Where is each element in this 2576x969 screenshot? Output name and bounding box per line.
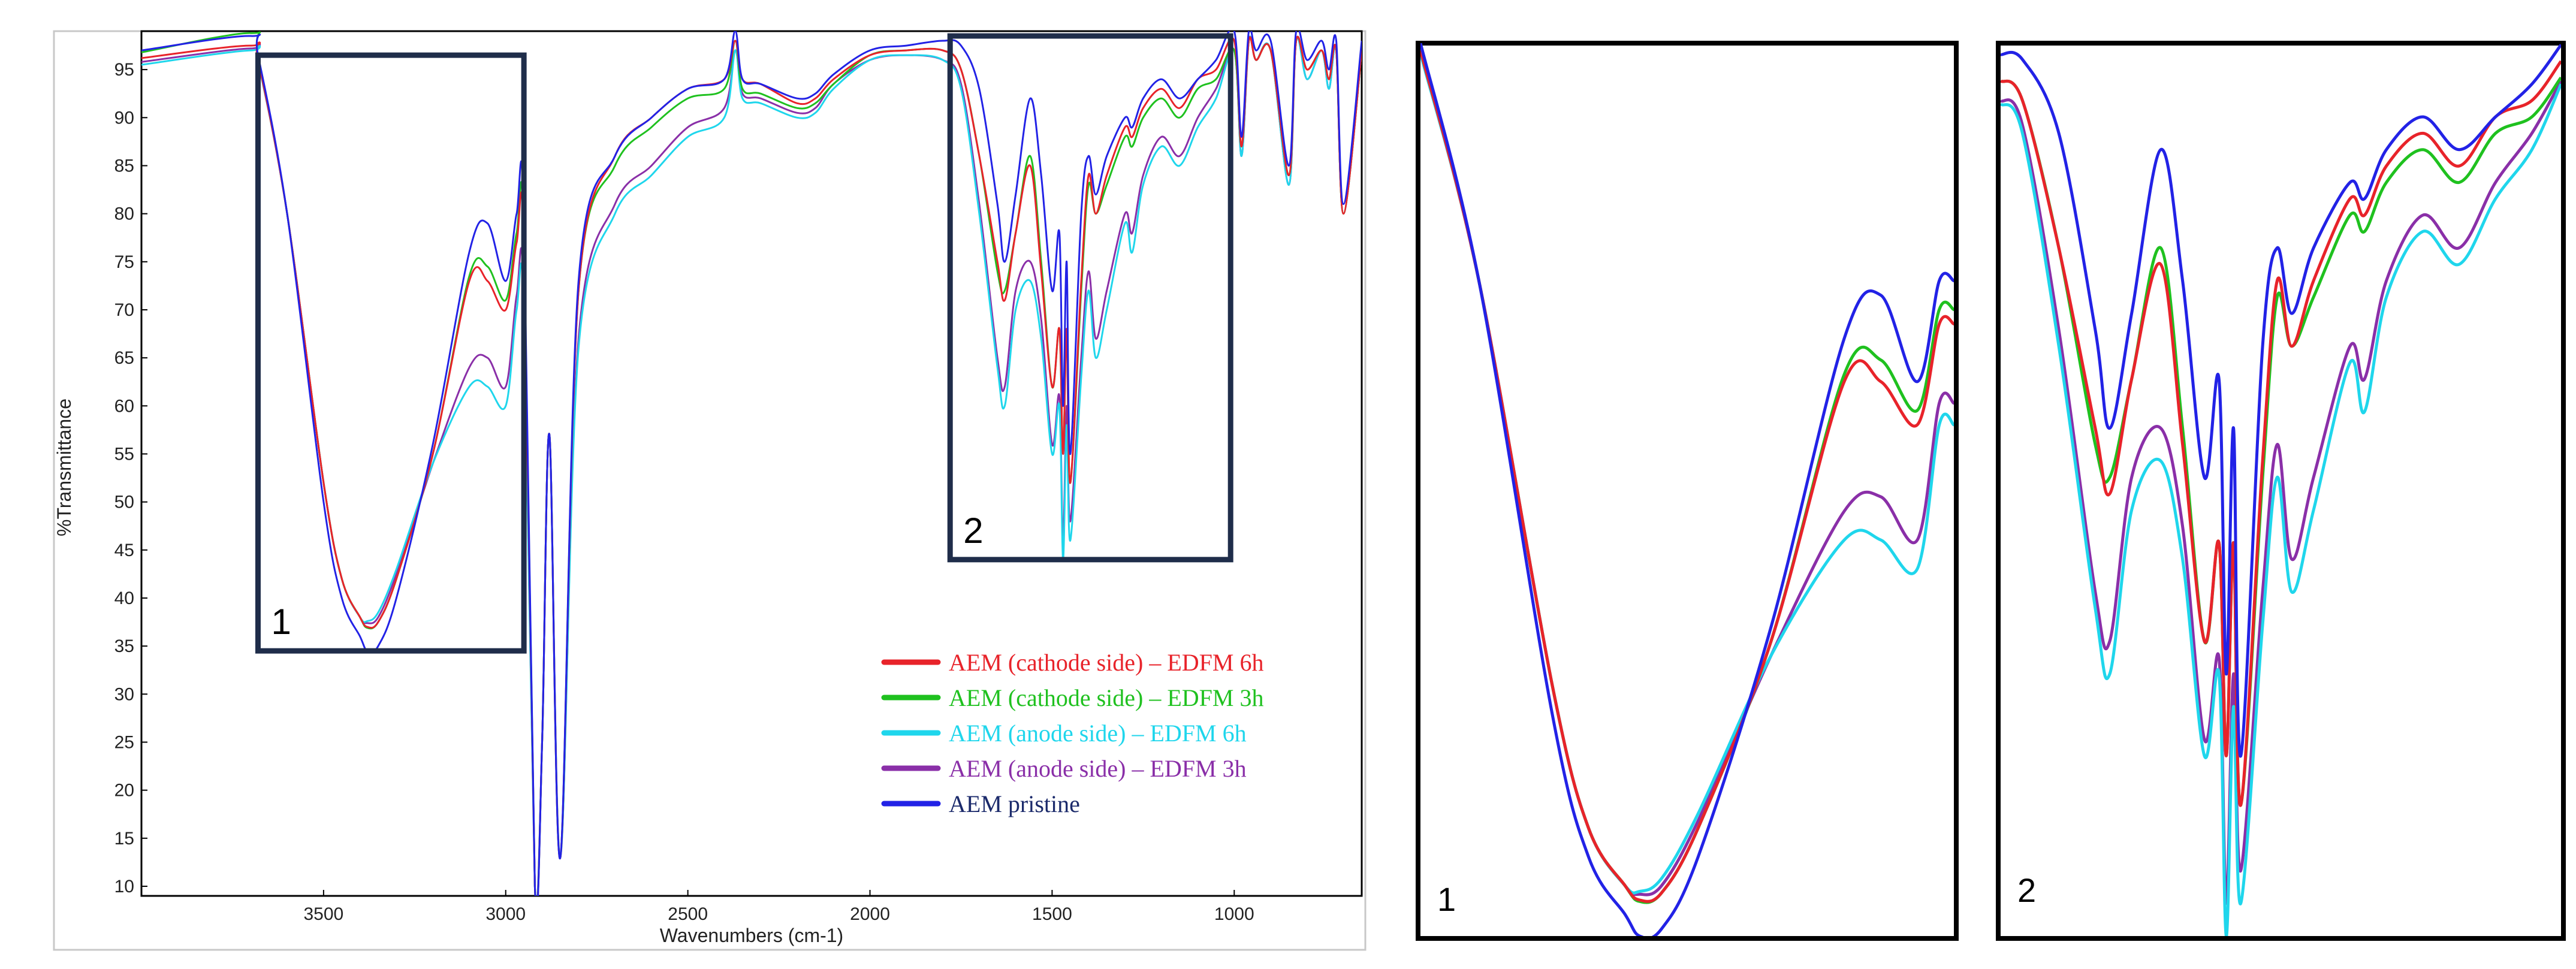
zoom-box-label-2: 2 [963,511,983,551]
zoom-box-label-1: 1 [271,602,291,642]
x-tick-label: 1500 [1032,904,1072,924]
y-tick-label: 15 [114,829,134,849]
x-tick-label: 1000 [1214,904,1254,924]
zoom-series-line-4 [2001,44,2561,757]
zoom-panel-2-series [2001,44,2561,936]
y-tick-label: 85 [114,156,134,176]
y-tick-label: 90 [114,108,134,128]
y-tick-label: 60 [114,396,134,416]
legend-entry: AEM (cathode side) – EDFM 3h [949,684,1263,711]
zoom-boxes: 12 [255,33,1233,654]
main-plot-area [140,30,1363,897]
y-tick-label: 40 [114,588,134,608]
y-ticks: 10 15 20 25 30 35 40 45 50 55 60 65 70 75 80 85 90 95 [114,60,147,896]
y-tick-label: 80 [114,204,134,224]
legend-entry: AEM (anode side) – EDFM 6h [949,720,1247,747]
y-tick-label: 55 [114,444,134,464]
y-tick-label: 10 [114,877,134,896]
y-axis-label: %Transmittance [53,399,75,536]
legend: AEM (cathode side) – EDFM 6h AEM (cathode… [881,649,1263,817]
x-tick-label: 3500 [304,904,344,924]
y-tick-label: 75 [114,252,134,272]
y-tick-label: 30 [114,684,134,704]
y-tick-label: 65 [114,348,134,368]
main-series [141,31,1362,896]
legend-entry: AEM pristine [949,790,1080,817]
y-tick-label: 25 [114,732,134,752]
zoom-panel-1-label: 1 [1437,880,1456,918]
x-ticks: 3500 3000 2500 2000 1500 1000 [304,890,1254,924]
zoom-series-line-2 [2001,83,2561,936]
zoom-box-1 [255,52,527,654]
zoom-box-2 [947,33,1233,563]
x-tick-label: 2000 [850,904,890,924]
zoom-series-line-0 [2001,60,2561,807]
zoom-series-line-3 [2001,80,2561,905]
y-tick-label: 20 [114,781,134,801]
series-line-4 [141,31,1362,896]
x-tick-label: 3000 [485,904,526,924]
y-tick-label: 95 [114,60,134,80]
x-tick-label: 2500 [668,904,708,924]
zoom-panel-2-label: 2 [2017,871,2036,909]
x-axis-label: Wavenumbers (cm-1) [660,925,843,946]
zoom-series-line-4 [1420,43,1954,936]
y-tick-label: 70 [114,300,134,320]
zoom-panel-1-frame [1416,41,1959,941]
zoom-series-line-0 [1420,50,1954,903]
legend-entry: AEM (anode side) – EDFM 3h [949,755,1247,782]
legend-entry: AEM (cathode side) – EDFM 6h [949,649,1263,676]
zoom-panel-1-series [1420,43,1954,936]
y-tick-label: 45 [114,541,134,560]
y-tick-label: 50 [114,493,134,512]
y-tick-label: 35 [114,636,134,656]
